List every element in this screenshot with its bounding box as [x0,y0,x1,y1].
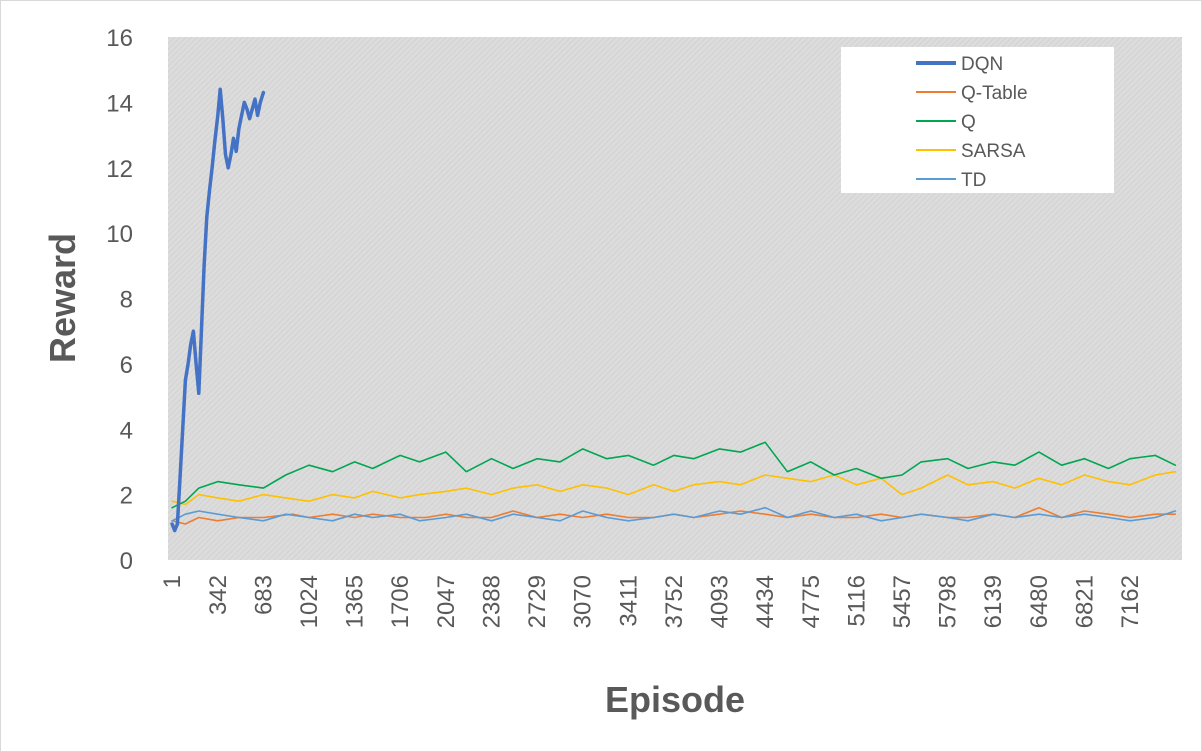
series-line-dqn [170,87,266,533]
series-layer [170,87,1177,533]
y-tick-labels: 0 2 4 6 8 10 12 14 16 [106,25,133,575]
y-tick-label: 2 [120,483,133,510]
x-tick-label: 4434 [752,575,779,628]
x-tick-label: 2729 [524,575,551,628]
y-axis-title: Reward [42,233,83,363]
y-tick-label: 4 [120,417,133,444]
x-axis-title: Episode [605,679,745,720]
x-tick-label: 3752 [661,575,688,628]
legend-label-sarsa: SARSA [961,141,1026,162]
x-tick-labels: 1 342 683 1024 1365 1706 2047 2388 2729 3070 3411 3… [159,575,1144,628]
y-tick-label: 12 [106,156,133,183]
series-line-q [171,441,1177,509]
y-tick-label: 8 [120,287,133,314]
series-line-td [171,506,1177,522]
x-tick-label: 5457 [889,575,916,628]
legend-label-q: Q [961,112,976,133]
x-tick-label: 683 [250,575,277,615]
series-line-sarsa [171,470,1177,506]
legend-box [841,47,1114,193]
y-tick-label: 6 [120,352,133,379]
x-tick-label: 4093 [707,575,734,628]
x-tick-label: 342 [205,575,232,615]
x-tick-label: 2047 [433,575,460,628]
x-tick-label: 5798 [935,575,962,628]
x-tick-label: 1024 [296,575,323,628]
x-tick-label: 7162 [1117,575,1144,628]
x-tick-label: 1365 [342,575,369,628]
legend-label-q-table: Q-Table [961,83,1028,104]
x-tick-label: 1 [159,575,186,588]
x-tick-label: 3070 [570,575,597,628]
x-tick-label: 2388 [479,575,506,628]
x-tick-label: 6480 [1026,575,1053,628]
legend-label-dqn: DQN [961,54,1003,75]
legend: DQN Q-Table Q SARSA TD [841,47,1114,193]
x-tick-label: 4775 [798,575,825,628]
legend-label-td: TD [961,170,986,191]
x-tick-label: 3411 [615,575,642,627]
x-tick-label: 5116 [843,575,870,627]
x-tick-label: 6821 [1072,575,1099,628]
y-tick-label: 0 [120,548,133,575]
x-tick-label: 1706 [387,575,414,628]
x-tick-label: 6139 [980,575,1007,628]
y-tick-label: 10 [106,221,133,248]
y-tick-label: 14 [106,90,133,117]
y-tick-label: 16 [106,25,133,52]
